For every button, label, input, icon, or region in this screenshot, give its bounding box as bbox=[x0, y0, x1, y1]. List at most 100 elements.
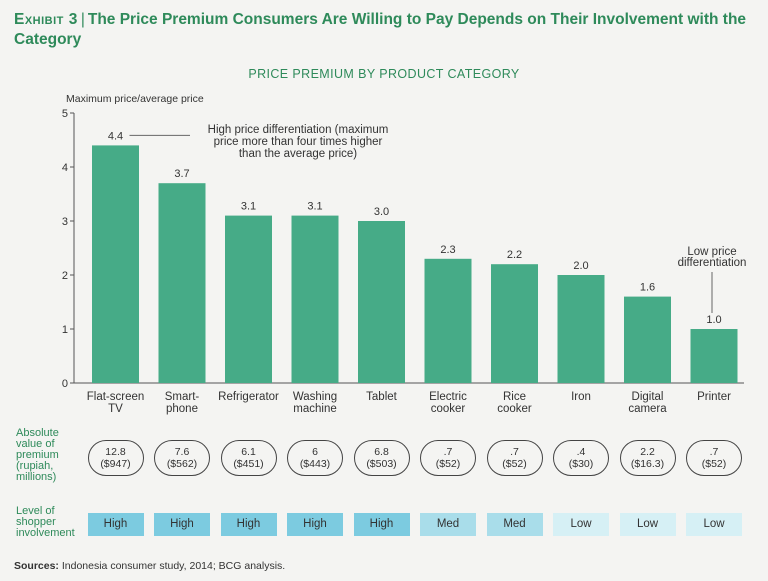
row-label-line: value of bbox=[16, 438, 55, 450]
category-label-line: cooker bbox=[497, 403, 532, 415]
annotation-line: Low price bbox=[687, 246, 736, 258]
bar bbox=[424, 258, 472, 383]
sources-label: Sources: bbox=[14, 560, 59, 572]
category-label-line: Refrigerator bbox=[218, 391, 279, 403]
involvement-level-cell: High bbox=[220, 513, 277, 536]
row-label-line: premium bbox=[16, 449, 59, 461]
premium-value-cell: 6.1 ($451) bbox=[220, 440, 277, 476]
premium-value-line: 6.8 bbox=[374, 446, 389, 458]
involvement-level-cell: High bbox=[154, 513, 210, 536]
bar bbox=[158, 183, 206, 383]
bar bbox=[358, 221, 405, 383]
bar-value-label: 2.0 bbox=[573, 260, 588, 272]
y-tick-label: 3 bbox=[62, 216, 68, 228]
premium-value-line: .7 bbox=[510, 446, 519, 458]
premium-value-cell: .7 ($52) bbox=[420, 440, 476, 476]
involvement-level-cell: Low bbox=[553, 513, 609, 536]
row-label-line: millions) bbox=[16, 471, 57, 483]
category-label: Rice cooker bbox=[497, 391, 532, 415]
involvement-level-cell: High bbox=[87, 513, 144, 536]
y-tick-label: 4 bbox=[62, 162, 68, 174]
involvement-level-cell: Low bbox=[619, 513, 676, 536]
row-label-line: Absolute bbox=[16, 427, 59, 439]
premium-value-line: 12.8 bbox=[105, 446, 126, 458]
y-tick-label: 2 bbox=[62, 270, 68, 282]
premium-value-line: ($16.3) bbox=[630, 458, 665, 470]
premium-value-cell: 12.8 ($947) bbox=[87, 440, 144, 476]
premium-value-line: ($443) bbox=[299, 458, 331, 470]
premium-value-line: 6 bbox=[312, 446, 318, 458]
bar bbox=[557, 275, 605, 383]
bar-chart: Maximum price/average price 0 1 2 3 4 5 4.4 Flat… bbox=[62, 93, 747, 415]
category-label-line: Washing bbox=[293, 391, 337, 403]
category-label-line: Electric bbox=[429, 391, 467, 403]
category-label: Washing machine bbox=[293, 391, 337, 415]
category-label: Iron bbox=[571, 391, 591, 403]
premium-value-cell: 7.6 ($562) bbox=[154, 440, 210, 476]
annotation-line: than the average price) bbox=[239, 148, 357, 160]
involvement-level-cell: Med bbox=[486, 513, 543, 536]
premium-value-cell: 2.2 ($16.3) bbox=[619, 440, 676, 476]
bar-value-label: 3.7 bbox=[174, 168, 189, 180]
category-label-line: phone bbox=[166, 403, 198, 415]
row-label-line: shopper bbox=[16, 516, 56, 528]
premium-row-label: Absolute value of premium (rupiah, millions) bbox=[16, 428, 59, 483]
involvement-level-cell: Low bbox=[686, 513, 742, 536]
involvement-level-cell: High bbox=[287, 513, 343, 536]
bar bbox=[225, 215, 272, 383]
category-label: Digital camera bbox=[628, 391, 667, 415]
bar-value-label: 3.1 bbox=[307, 201, 322, 213]
bar-value-label: 3.1 bbox=[241, 201, 256, 213]
category-label-line: camera bbox=[628, 403, 667, 415]
bar bbox=[624, 296, 671, 383]
bar bbox=[291, 215, 339, 383]
annotation-low-differentiation: Low price differentiation bbox=[678, 246, 747, 269]
row-label-line: (rupiah, bbox=[16, 460, 54, 472]
bar-value-label: 2.2 bbox=[507, 249, 522, 261]
category-label: Printer bbox=[697, 391, 731, 403]
category-label: Flat-screen TV bbox=[87, 391, 145, 415]
bar-value-label: 1.6 bbox=[640, 282, 655, 294]
category-label: Smart-phone bbox=[165, 391, 200, 415]
chart-title: PRICE PREMIUM BY PRODUCT CATEGORY bbox=[248, 67, 520, 81]
premium-value-line: 7.6 bbox=[174, 446, 190, 458]
annotation-high-differentiation: High price differentiation (maximum price… bbox=[208, 124, 389, 160]
premium-value-line: ($503) bbox=[366, 458, 397, 470]
premium-value-line: ($947) bbox=[100, 458, 131, 470]
premium-value-line: 2.2 bbox=[640, 446, 655, 458]
annotation-line: High price differentiation (maximum bbox=[208, 124, 389, 136]
annotation-line: price more than four times higher bbox=[214, 136, 383, 148]
category-label-line: Smart- bbox=[165, 391, 200, 403]
category-label-line: TV bbox=[108, 403, 123, 415]
y-tick-label: 1 bbox=[62, 324, 68, 336]
premium-value-line: .7 bbox=[709, 446, 719, 458]
category-label-line: Iron bbox=[571, 391, 591, 403]
bar-value-label: 3.0 bbox=[374, 206, 389, 218]
bar-value-label: 2.3 bbox=[440, 244, 455, 256]
bar-value-label: 4.4 bbox=[108, 130, 123, 142]
premium-value-cell: .4 ($30) bbox=[553, 440, 609, 476]
premium-value-line: .7 bbox=[443, 446, 453, 458]
premium-value-line: ($52) bbox=[502, 458, 527, 470]
y-tick-label: 0 bbox=[62, 378, 68, 390]
bar-value-label: 1.0 bbox=[706, 314, 721, 326]
premium-value-cell: 6.8 ($503) bbox=[353, 440, 410, 476]
premium-value-line: ($30) bbox=[568, 458, 594, 470]
row-label-line: Level of bbox=[16, 505, 55, 517]
premium-value-cell: .7 ($52) bbox=[486, 440, 543, 476]
premium-value-line: ($52) bbox=[435, 458, 461, 470]
y-axis-label: Maximum price/average price bbox=[66, 93, 204, 105]
exhibit-title: Exhibit 3 | The Price Premium Consumers Ar… bbox=[14, 10, 754, 50]
sources-text: Indonesia consumer study, 2014; BCG anal… bbox=[61, 560, 286, 572]
bar bbox=[690, 329, 738, 383]
category-label-line: cooker bbox=[431, 403, 466, 415]
premium-value-line: ($562) bbox=[166, 458, 198, 470]
category-label-line: Flat-screen bbox=[87, 391, 145, 403]
premium-value-line: 6.1 bbox=[241, 446, 256, 458]
row-label-line: involvement bbox=[16, 527, 75, 539]
premium-value-line: ($451) bbox=[233, 458, 264, 470]
bar bbox=[92, 145, 139, 383]
involvement-level-cell: High bbox=[353, 513, 410, 536]
premium-value-line: .4 bbox=[576, 446, 586, 458]
